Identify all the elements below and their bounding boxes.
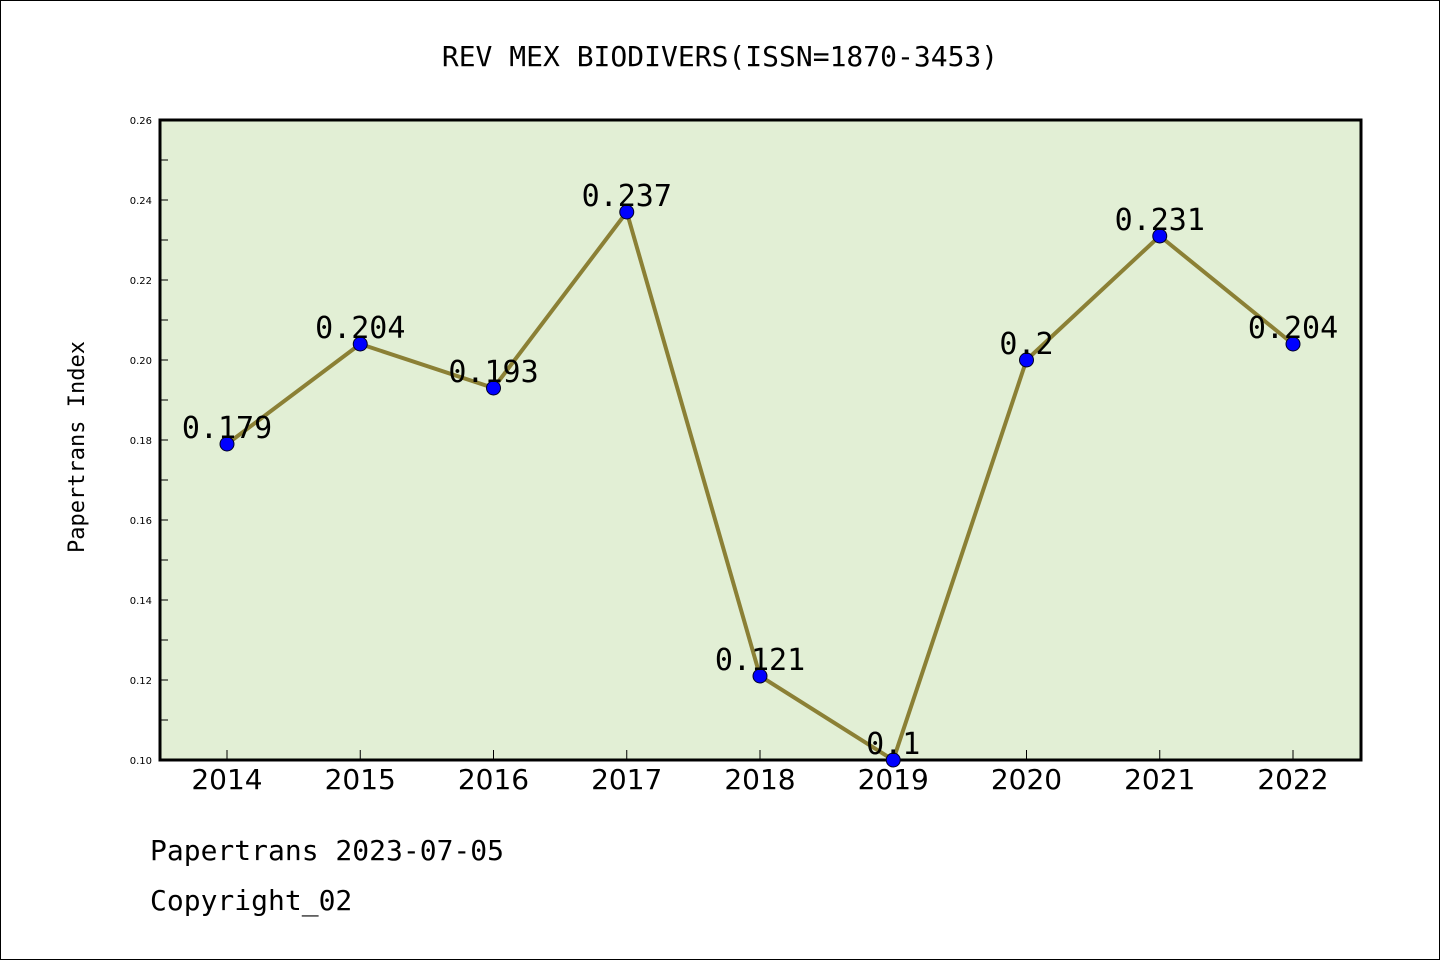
data-point-marker [1285, 336, 1301, 352]
x-tick-label: 2015 [325, 763, 396, 796]
data-point-marker [219, 436, 235, 452]
y-tick-label: 0.18 [130, 436, 152, 447]
y-axis-ticks: 0.10 0.12 0.14 0.16 0.18 0.20 0.22 0.24 0.26 [130, 116, 168, 767]
data-label: 0.179 [182, 411, 272, 446]
y-tick-label: 0.12 [130, 676, 152, 687]
y-tick-label: 0.24 [130, 196, 152, 207]
data-label: 0.121 [715, 643, 805, 678]
data-label: 0.231 [1115, 203, 1205, 238]
x-axis-ticks: 2014 2015 2016 2017 2018 2019 2020 2021 2022 [191, 750, 1329, 796]
data-point-marker [1152, 228, 1168, 244]
data-point-marker [752, 668, 768, 684]
y-tick-label: 0.20 [130, 356, 152, 367]
data-label: 0.237 [582, 179, 672, 214]
data-point-marker [1019, 352, 1034, 368]
data-point-marker [885, 752, 901, 768]
y-tick-label: 0.16 [130, 516, 152, 527]
x-tick-label: 2019 [858, 763, 929, 796]
y-tick-label: 0.14 [130, 596, 152, 607]
data-label: 0.204 [315, 311, 405, 346]
chart-title: REV MEX BIODIVERS(ISSN=1870-3453) [442, 40, 998, 73]
x-tick-label: 2014 [191, 763, 262, 796]
data-point-marker [352, 336, 368, 352]
y-tick-label: 0.22 [130, 276, 152, 287]
footer-copyright: Copyright_02 [150, 884, 353, 917]
x-tick-label: 2016 [458, 763, 529, 796]
marker-group [219, 204, 1301, 768]
data-point-marker [619, 204, 635, 220]
x-tick-label: 2018 [724, 763, 795, 796]
y-tick-label: 0.10 [130, 756, 152, 767]
plot-area [158, 118, 1363, 762]
data-label: 0.193 [448, 355, 538, 390]
data-label: 0.2 [999, 327, 1053, 362]
x-tick-label: 2022 [1257, 763, 1328, 796]
data-point-marker [486, 380, 501, 396]
footer-date: Papertrans 2023-07-05 [150, 834, 505, 867]
y-tick-label: 0.26 [130, 116, 152, 127]
data-label: 0.204 [1248, 311, 1338, 346]
x-tick-label: 2017 [591, 763, 662, 796]
x-tick-label: 2021 [1124, 763, 1195, 796]
data-label-group: 0.179 0.204 0.193 0.237 0.121 0.1 0.2 0.231 0.20… [182, 179, 1338, 762]
data-label: 0.1 [866, 727, 920, 762]
x-tick-label: 2020 [991, 763, 1062, 796]
y-axis-label: Papertrans Index [65, 341, 90, 553]
